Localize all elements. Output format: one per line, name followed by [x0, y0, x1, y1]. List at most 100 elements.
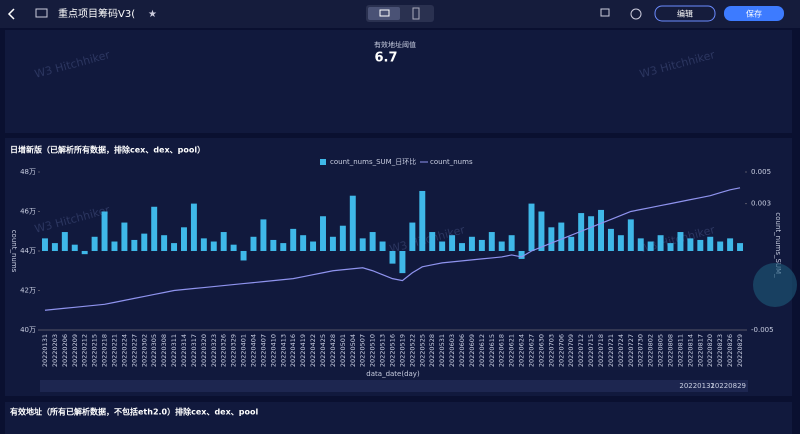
bar	[399, 251, 406, 274]
x-tick-label: 20220808	[667, 334, 675, 367]
help-icon[interactable]	[630, 8, 642, 20]
kpi-panel	[5, 30, 792, 133]
x-tick-label: 20220314	[180, 334, 188, 367]
star-icon[interactable]: ★	[148, 9, 157, 20]
lock-icon[interactable]	[600, 8, 610, 17]
x-tick-label: 20220407	[259, 334, 267, 367]
legend-swatch	[320, 159, 326, 165]
x-tick-label: 20220802	[647, 334, 655, 367]
y-axis-label: count_nums	[10, 230, 18, 273]
page-title: 重点项目筹码V3(	[58, 7, 135, 20]
line	[44, 187, 741, 311]
bar	[449, 235, 456, 251]
x-tick-label: 20220203	[51, 334, 59, 367]
bar	[339, 225, 346, 251]
bar	[528, 203, 535, 251]
bar	[161, 235, 168, 251]
x-tick-label: 20220425	[319, 334, 327, 367]
bar	[329, 236, 336, 251]
legend-label: count_nums_SUM_日环比	[330, 157, 416, 166]
bar	[707, 236, 714, 251]
bar	[478, 239, 485, 251]
x-tick-label: 20220212	[81, 334, 89, 367]
x-tick-label: 20220525	[418, 334, 426, 367]
bar	[379, 241, 386, 251]
bar	[240, 251, 247, 261]
bar	[200, 238, 207, 251]
bar	[617, 235, 624, 251]
x-tick-label: 20220416	[289, 334, 297, 367]
x-tick-label: 20220422	[309, 334, 317, 367]
x-tick-label: 20220823	[716, 334, 724, 367]
x-tick-label: 20220507	[359, 334, 367, 367]
x-tick-label: 20220419	[299, 334, 307, 367]
x-tick-label: 20220624	[518, 334, 526, 367]
y-tick-label: 42万	[20, 287, 36, 295]
x-tick-label: 20220308	[160, 334, 168, 367]
bar	[627, 219, 634, 251]
x-tick-label: 20220516	[389, 334, 397, 367]
bar	[439, 241, 446, 251]
bar	[290, 228, 297, 251]
bar	[389, 251, 396, 264]
x-tick-label: 20220727	[627, 334, 635, 367]
bar	[737, 243, 744, 251]
x-tick-label: 20220612	[478, 334, 486, 367]
y2-tick-label: 0.003	[751, 200, 771, 208]
x-tick-label: 20220627	[528, 334, 536, 367]
slider-start: 20220131	[679, 382, 715, 390]
x-tick-label: 20220817	[696, 334, 704, 367]
desktop-toggle[interactable]	[368, 7, 400, 20]
x-tick-label: 20220510	[369, 334, 377, 367]
x-tick-label: 20220320	[200, 334, 208, 367]
bar	[508, 235, 515, 251]
mobile-icon[interactable]	[412, 7, 420, 20]
x-tick-label: 20220410	[269, 334, 277, 367]
y-tick-label: 46万	[20, 208, 36, 216]
bar	[607, 228, 614, 251]
bar	[230, 244, 237, 251]
x-tick-label: 20220805	[657, 334, 665, 367]
x-tick-label: 20220829	[736, 334, 744, 367]
x-tick-label: 20220528	[428, 334, 436, 367]
bar	[181, 227, 187, 251]
bar	[151, 206, 158, 251]
x-tick-label: 20220606	[458, 334, 466, 367]
x-tick-label: 20220131	[41, 334, 49, 367]
x-tick-label: 20220618	[498, 334, 506, 367]
bar	[598, 209, 604, 251]
bar	[220, 232, 227, 251]
bar	[51, 243, 58, 251]
x-tick-label: 20220305	[150, 334, 158, 367]
bar	[171, 243, 178, 251]
x-tick-label: 20220428	[329, 334, 337, 367]
save-button[interactable]	[724, 6, 784, 21]
x-tick-label: 20220522	[408, 334, 416, 367]
x-tick-label: 20220615	[488, 334, 496, 367]
bar	[548, 227, 555, 251]
y2-axis-label: count_nums_SUM_	[774, 212, 782, 278]
chart-title: 日增新版（已解析所有数据，排除cex、dex、pool）	[10, 145, 205, 155]
x-tick-label: 20220311	[170, 334, 178, 367]
bar	[578, 213, 585, 251]
y-tick-label: 40万	[20, 326, 36, 334]
next-panel-title: 有效地址（所有已解析数据，不包括eth2.0）排除cex、dex、pool	[10, 407, 258, 417]
bar	[131, 239, 138, 251]
x-tick-label: 20220513	[379, 334, 387, 367]
edit-button[interactable]	[654, 5, 716, 22]
x-tick-label: 20220206	[61, 334, 69, 367]
bar	[260, 219, 267, 251]
kpi-value: 6.7	[374, 51, 397, 66]
x-tick-label: 20220724	[617, 334, 625, 367]
x-tick-label: 20220531	[438, 334, 446, 367]
x-tick-label: 20220721	[607, 334, 615, 367]
zoom-slider[interactable]	[40, 380, 748, 392]
bar	[657, 235, 664, 251]
bar	[717, 241, 724, 251]
bar	[687, 238, 694, 251]
back-icon[interactable]	[7, 8, 15, 20]
bar	[71, 244, 78, 251]
bar	[697, 239, 704, 251]
x-tick-label: 20220404	[249, 334, 257, 367]
bar	[61, 232, 68, 251]
